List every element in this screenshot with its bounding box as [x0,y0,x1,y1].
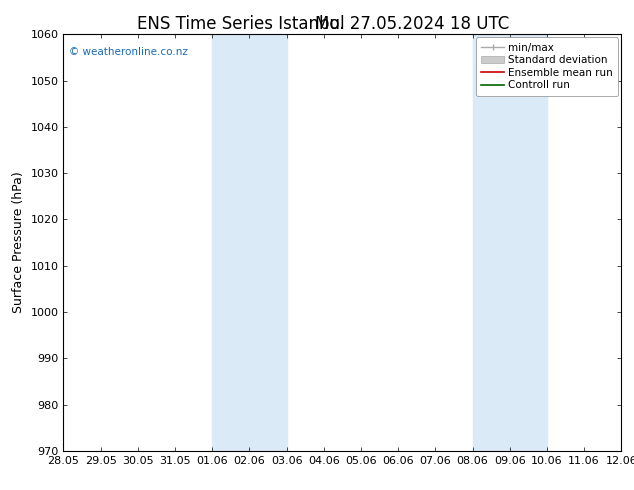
Text: Mo. 27.05.2024 18 UTC: Mo. 27.05.2024 18 UTC [315,15,509,33]
Bar [212,34,287,451]
Legend: min/max, Standard deviation, Ensemble mean run, Controll run: min/max, Standard deviation, Ensemble me… [476,37,618,96]
Y-axis label: Surface Pressure (hPa): Surface Pressure (hPa) [12,172,25,314]
Text: © weatheronline.co.nz: © weatheronline.co.nz [69,47,188,57]
Bar [472,34,547,451]
Text: ENS Time Series Istanbul: ENS Time Series Istanbul [137,15,345,33]
